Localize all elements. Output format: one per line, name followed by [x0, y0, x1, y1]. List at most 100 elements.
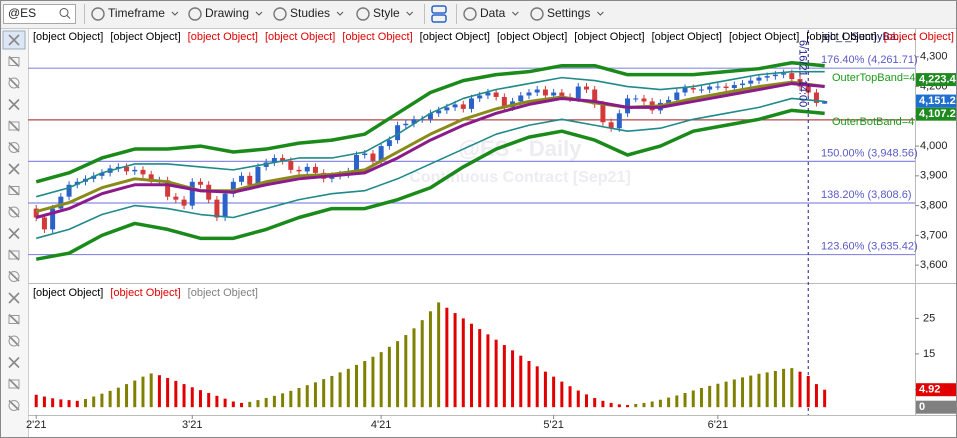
tool-icon[interactable]	[8, 34, 20, 46]
histogram-bar	[420, 320, 424, 408]
tool-icon[interactable]	[8, 400, 20, 411]
header-item: [object Object]	[729, 31, 799, 43]
histogram-bar	[511, 350, 515, 408]
header-item: [object Object]	[188, 31, 258, 43]
tool-icon[interactable]	[8, 271, 20, 282]
y-tick-label: 3,600	[920, 259, 948, 271]
toolbar-button[interactable]: Studies	[273, 6, 344, 21]
histogram-bar	[42, 396, 46, 408]
tool-icon[interactable]	[8, 142, 20, 153]
tool-icon[interactable]	[8, 356, 20, 369]
band-line	[35, 60, 825, 184]
candle-body	[41, 217, 47, 230]
tool-icon[interactable]	[8, 335, 20, 347]
histogram-bar	[428, 311, 432, 408]
candle-body	[592, 89, 598, 105]
histogram-bar	[412, 328, 416, 408]
candle-body	[534, 89, 540, 93]
y-tick-label: 3,900	[920, 170, 948, 182]
drawing-tools	[2, 30, 26, 411]
tool-icon[interactable]	[8, 184, 20, 196]
tool-icon[interactable]	[8, 77, 20, 89]
candle-body	[50, 208, 56, 230]
histogram-bar	[141, 376, 145, 408]
tool-icon[interactable]	[8, 55, 20, 68]
histogram-bar	[240, 402, 244, 408]
band-line	[35, 82, 825, 219]
candle-body	[362, 153, 368, 155]
tool-icon[interactable]	[8, 249, 20, 261]
candle-body	[197, 181, 203, 185]
tool-icon[interactable]	[8, 379, 20, 389]
candle-body	[124, 166, 130, 172]
tool-icon[interactable]	[8, 98, 20, 111]
toolbar-button[interactable]: Settings	[530, 6, 604, 21]
candle-body	[427, 113, 433, 120]
histogram-bar	[741, 377, 745, 408]
candle-body	[764, 76, 770, 78]
candle-body	[748, 80, 754, 84]
tool-icon[interactable]	[8, 313, 20, 325]
histogram-bar	[535, 366, 539, 408]
tool-icon[interactable]	[8, 315, 20, 324]
candle-body	[403, 123, 409, 126]
histogram-bar	[814, 384, 818, 408]
tool-icon[interactable]	[8, 186, 20, 195]
price-tag-label: 4,107.2	[919, 108, 956, 120]
histogram-bar	[92, 396, 96, 408]
histogram-bar	[732, 379, 736, 408]
toolbar-button[interactable]: Data	[463, 6, 519, 21]
band-line	[36, 70, 825, 198]
histogram-bar	[108, 390, 112, 408]
histogram-bar	[248, 401, 252, 408]
candle-body	[723, 86, 729, 89]
histogram-bar	[404, 335, 408, 408]
tool-icon[interactable]	[8, 250, 20, 260]
histogram-bar	[59, 399, 63, 408]
candle-body	[575, 86, 581, 99]
tool-icon[interactable]	[8, 163, 20, 175]
button-label: Timeframe	[108, 6, 165, 20]
tool-icon[interactable]	[8, 57, 20, 66]
toolbar-button[interactable]: Timeframe	[91, 6, 179, 21]
header-item: [object Object]	[33, 287, 103, 299]
histogram-bar	[355, 364, 359, 408]
button-icon	[530, 7, 544, 21]
tool-icon[interactable]	[8, 206, 20, 218]
histogram-bar	[765, 372, 769, 408]
tool-icon[interactable]	[8, 120, 20, 132]
candle-body	[165, 180, 171, 197]
candle-body	[542, 89, 548, 96]
candle-body	[641, 98, 647, 102]
histogram-bar	[461, 318, 465, 408]
toolbar-button[interactable]: Style	[356, 6, 414, 21]
histogram-bar	[256, 400, 260, 408]
header-item: [object Object]	[110, 31, 180, 43]
tool-icon[interactable]	[8, 378, 20, 390]
dropdown-arrow	[512, 11, 519, 16]
histogram-bar	[281, 393, 285, 408]
panel-header: [object Object] [object Object] [object Ob…	[33, 31, 957, 43]
candle-body	[99, 172, 105, 176]
price-tag	[916, 107, 956, 121]
tool-icon[interactable]	[8, 227, 20, 240]
candle-body	[633, 98, 639, 100]
button-icon	[91, 7, 105, 21]
toolbar-button[interactable]: Drawing	[188, 6, 263, 21]
histogram-bar	[313, 382, 317, 408]
histogram-bar	[322, 379, 326, 408]
symbol-box[interactable]: @ES	[3, 4, 76, 24]
histogram-bar	[543, 371, 547, 408]
symbol-input[interactable]	[3, 4, 76, 24]
histogram-bar	[798, 371, 802, 408]
candle-body	[181, 199, 187, 206]
toolbar-items: Timeframe Drawing Studies Style Data Settings	[84, 4, 604, 24]
histogram-bar	[478, 329, 482, 408]
tool-icon[interactable]	[8, 121, 20, 131]
candle-body	[674, 92, 680, 100]
histogram-bar	[371, 356, 375, 408]
histogram-bar	[289, 390, 293, 408]
candle-body	[715, 86, 721, 88]
tool-icon[interactable]	[8, 292, 20, 304]
